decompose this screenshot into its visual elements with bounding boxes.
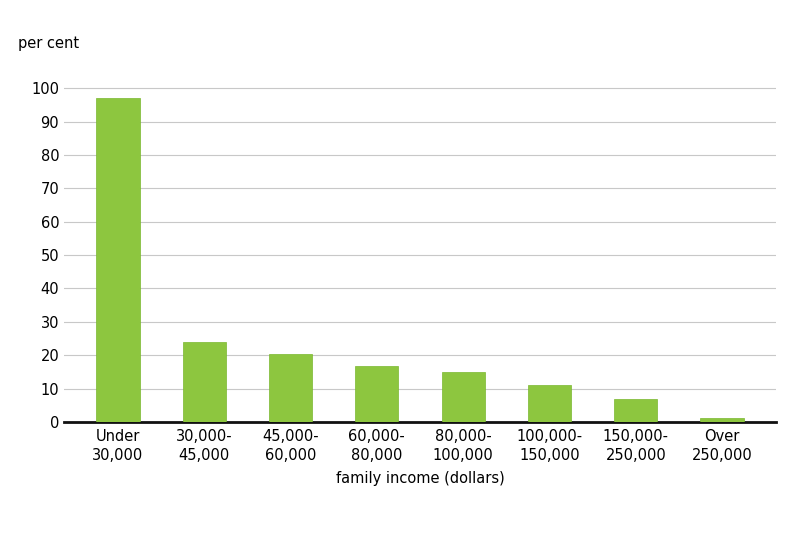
Bar (96, 98, 139, 422)
Bar (614, 399, 658, 422)
Bar (269, 354, 312, 422)
Bar (701, 418, 744, 422)
Bar (182, 342, 226, 422)
Bar (442, 372, 485, 422)
Bar (355, 366, 398, 422)
Bar (528, 385, 571, 422)
X-axis label: family income (dollars): family income (dollars) (336, 471, 504, 486)
Text: per cent: per cent (18, 36, 79, 51)
